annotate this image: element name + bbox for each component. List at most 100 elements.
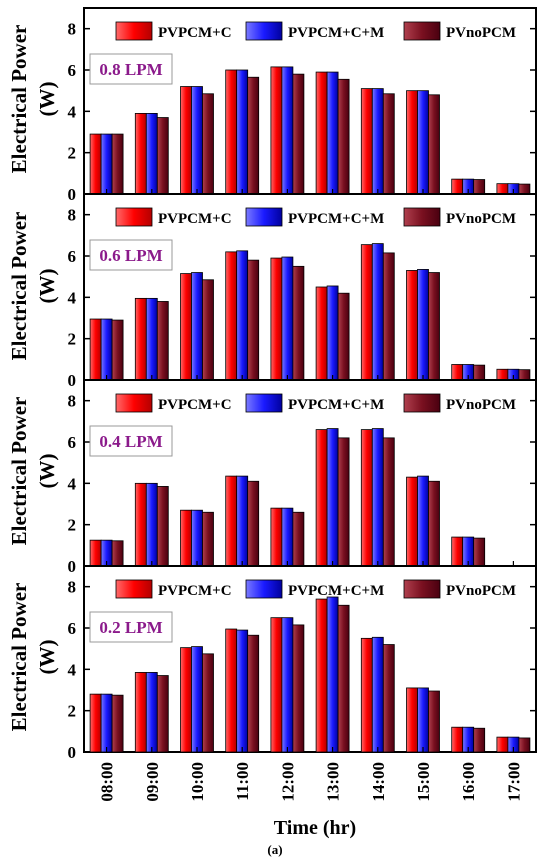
legend-label-pvnopcm-panel-2: PVnoPCM — [446, 211, 516, 227]
y-axis-label-bottom-line-panel-3: (W) — [35, 454, 59, 489]
chart-panel-1: 0 2 4 6 8 PVPCM+C PVPCM+C+M PVnoPCM 0.8 LPM — [68, 7, 537, 204]
bar-pvpcm-c-1100-panel-2 — [225, 251, 238, 381]
legend-label-pvpcm-c-m-panel-4: PVPCM+C+M — [288, 583, 384, 599]
y-tick-label-8-panel-1: 8 — [68, 20, 77, 39]
bar-pvpcm-c-m-1100-panel-1 — [236, 69, 249, 195]
chart-panel-4: 0 2 4 6 8 PVPCM+C PVPCM+C+M PVnoPCM 0.2 LPM — [68, 565, 537, 762]
bar-pvpcm-c-m-0900-panel-4 — [145, 672, 158, 753]
bar-pvpcm-c-m-1000-panel-4 — [191, 646, 203, 753]
bar-pvpcm-c-1200-panel-4 — [270, 617, 283, 753]
bar-pvpcm-c-1700-panel-2 — [496, 368, 509, 381]
y-axis-label-top-line-panel-2: Electrical Power — [7, 212, 31, 361]
legend-label-pvnopcm-panel-3: PVnoPCM — [446, 397, 516, 413]
y-tick-label-2-panel-1: 2 — [68, 144, 77, 163]
bar-pvnopcm-1600-panel-2 — [473, 364, 486, 381]
bar-pvpcm-c-1000-panel-2 — [180, 273, 192, 381]
bar-pvpcm-c-m-1300-panel-1 — [326, 71, 339, 195]
bar-pvpcm-c-1500-panel-3 — [406, 476, 418, 567]
y-tick-label-6-panel-1: 6 — [68, 61, 77, 80]
bar-pvnopcm-1100-panel-2 — [247, 259, 260, 381]
bar-pvpcm-c-1000-panel-1 — [180, 86, 192, 195]
bar-pvpcm-c-1400-panel-3 — [360, 429, 373, 567]
flow-rate-label-panel-4: 0.2 LPM — [99, 618, 162, 637]
bar-pvnopcm-1500-panel-3 — [428, 480, 440, 567]
bar-pvpcm-c-m-1400-panel-4 — [371, 636, 384, 753]
x-tick-label-1000: 10:00 — [188, 762, 207, 802]
bar-pvpcm-c-m-0800-panel-2 — [100, 318, 113, 381]
y-tick-label-0-panel-4: 0 — [68, 743, 77, 762]
bar-pvpcm-c-1700-panel-4 — [496, 736, 509, 753]
bar-pvpcm-c-1300-panel-3 — [315, 429, 328, 567]
legend-label-pvpcm-c-panel-2: PVPCM+C — [158, 211, 232, 227]
bar-pvnopcm-1400-panel-3 — [382, 437, 395, 567]
bar-pvnopcm-1300-panel-2 — [337, 292, 350, 381]
bar-pvpcm-c-0900-panel-2 — [134, 297, 147, 381]
y-tick-label-8-panel-2: 8 — [68, 206, 77, 225]
flow-rate-label-panel-2: 0.6 LPM — [99, 246, 162, 265]
bar-pvnopcm-1000-panel-3 — [202, 511, 214, 567]
bar-pvnopcm-1200-panel-4 — [292, 624, 305, 753]
bar-pvpcm-c-m-1100-panel-4 — [236, 629, 249, 753]
x-axis-label: Time (hr) — [274, 817, 356, 839]
legend-swatch-pvpcm-c-panel-2 — [115, 207, 153, 227]
bar-pvpcm-c-0900-panel-1 — [134, 113, 147, 195]
bar-pvpcm-c-0800-panel-1 — [89, 133, 102, 195]
x-tick-label-1500: 15:00 — [414, 762, 433, 802]
bar-pvnopcm-1300-panel-1 — [337, 78, 350, 195]
y-tick-label-6-panel-2: 6 — [68, 247, 77, 266]
legend-label-pvpcm-c-m-panel-1: PVPCM+C+M — [288, 25, 384, 41]
bar-pvpcm-c-m-0900-panel-1 — [145, 113, 158, 195]
bar-pvnopcm-0900-panel-3 — [156, 486, 169, 567]
legend-swatch-pvnopcm-panel-3 — [403, 393, 441, 413]
y-axis-label-bottom-line-panel-1: (W) — [35, 82, 59, 117]
bar-pvnopcm-1000-panel-2 — [202, 279, 214, 381]
bar-pvnopcm-1200-panel-3 — [292, 511, 305, 567]
legend-swatch-pvnopcm-panel-2 — [403, 207, 441, 227]
flow-rate-box-panel-1 — [89, 53, 173, 85]
x-tick-label-0800: 08:00 — [98, 762, 117, 802]
bar-pvpcm-c-m-1500-panel-1 — [417, 90, 429, 195]
y-tick-label-8-panel-3: 8 — [68, 392, 77, 411]
chart-panel-3: 0 2 4 6 8 PVPCM+C PVPCM+C+M PVnoPCM 0.4 LPM — [68, 379, 537, 576]
bar-pvpcm-c-m-1100-panel-3 — [236, 475, 249, 567]
bar-pvpcm-c-1000-panel-4 — [180, 647, 192, 753]
bar-pvpcm-c-m-1500-panel-4 — [417, 687, 429, 753]
bar-pvnopcm-0800-panel-1 — [111, 133, 124, 195]
legend-label-pvnopcm-panel-1: PVnoPCM — [446, 25, 516, 41]
y-axis-label-bottom-line-panel-2: (W) — [35, 269, 59, 304]
x-tick-label-1100: 11:00 — [233, 762, 252, 801]
flow-rate-box-panel-3 — [89, 425, 173, 457]
bar-pvpcm-c-1400-panel-2 — [360, 244, 373, 381]
bar-pvpcm-c-0800-panel-2 — [89, 318, 102, 381]
y-tick-label-8-panel-4: 8 — [68, 578, 77, 597]
bar-pvnopcm-1500-panel-4 — [428, 690, 440, 753]
bar-pvnopcm-1200-panel-2 — [292, 265, 305, 381]
bar-pvpcm-c-m-1200-panel-2 — [281, 256, 294, 381]
bar-pvnopcm-1000-panel-4 — [202, 653, 214, 753]
legend-swatch-pvpcm-c-m-panel-3 — [245, 393, 283, 413]
bar-pvpcm-c-1500-panel-1 — [406, 90, 418, 195]
bar-pvnopcm-0800-panel-4 — [111, 694, 124, 753]
bar-pvpcm-c-1400-panel-4 — [360, 637, 373, 753]
legend-swatch-pvpcm-c-m-panel-4 — [245, 579, 283, 599]
y-tick-label-0-panel-2: 0 — [68, 371, 77, 390]
bar-pvpcm-c-1200-panel-1 — [270, 66, 283, 195]
bar-pvpcm-c-m-1300-panel-4 — [326, 596, 339, 753]
bar-pvnopcm-0900-panel-2 — [156, 301, 169, 381]
bar-pvpcm-c-1400-panel-1 — [360, 88, 373, 195]
bar-pvpcm-c-1300-panel-4 — [315, 598, 328, 753]
bar-pvpcm-c-m-1400-panel-2 — [371, 243, 384, 381]
legend-swatch-pvnopcm-panel-4 — [403, 579, 441, 599]
flow-rate-box-panel-2 — [89, 239, 173, 271]
bar-pvpcm-c-m-1200-panel-3 — [281, 507, 294, 567]
y-tick-label-6-panel-4: 6 — [68, 619, 77, 638]
bar-pvnopcm-1400-panel-2 — [382, 252, 395, 381]
y-tick-label-2-panel-3: 2 — [68, 516, 77, 535]
bar-pvpcm-c-m-1000-panel-1 — [191, 86, 203, 195]
bar-pvnopcm-1300-panel-3 — [337, 437, 350, 567]
bar-pvpcm-c-0800-panel-4 — [89, 693, 102, 753]
bar-pvnopcm-0800-panel-3 — [111, 540, 124, 567]
legend-swatch-pvpcm-c-panel-1 — [115, 21, 153, 41]
bar-pvpcm-c-m-1200-panel-1 — [281, 66, 294, 195]
bar-pvnopcm-1400-panel-4 — [382, 644, 395, 753]
